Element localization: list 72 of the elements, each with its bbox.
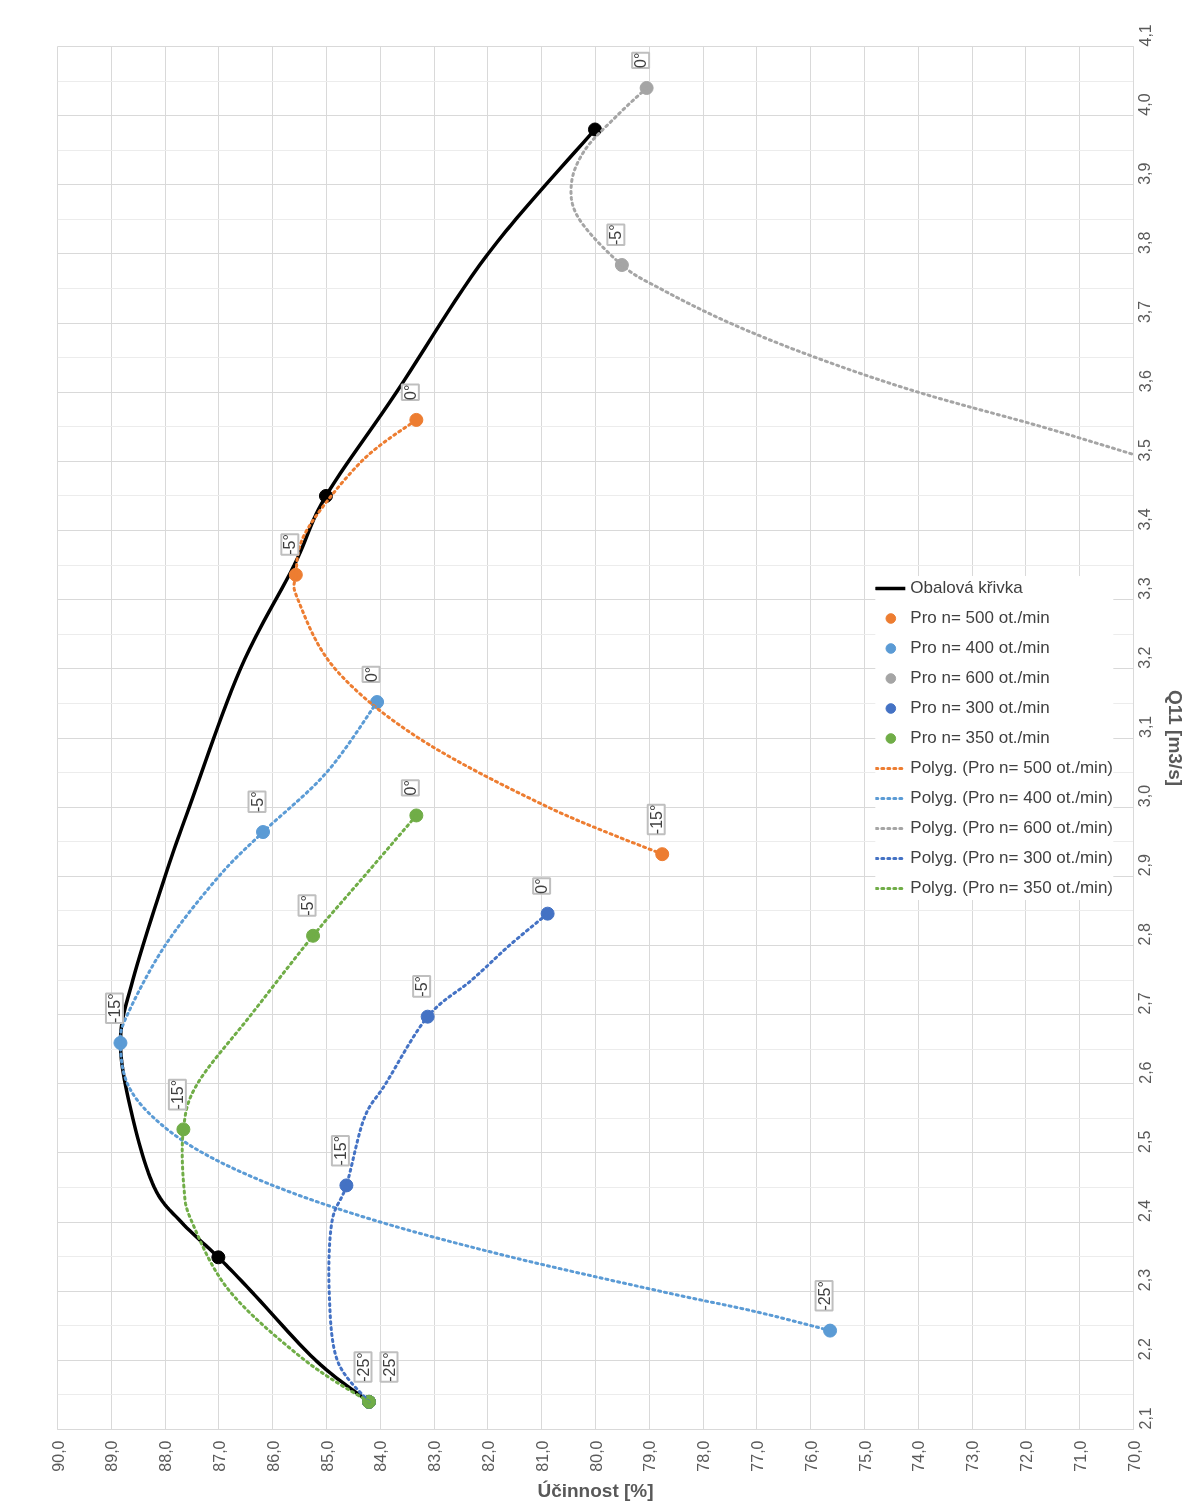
legend-label: Pro n= 300 ot./min	[910, 697, 1050, 718]
y-tick-label: 2,2	[1136, 1338, 1154, 1361]
y-tick-label: 4,1	[1136, 24, 1154, 47]
y-tick-label: 3,6	[1136, 369, 1154, 393]
y-tick-label: 3,5	[1136, 439, 1154, 462]
annotation: 0°	[401, 780, 419, 796]
y-tick-label: 3,1	[1136, 715, 1154, 738]
x-tick-label: 78,0	[695, 1440, 713, 1472]
y-tick-label: 2,5	[1136, 1130, 1154, 1153]
legend-label: Polyg. (Pro n= 500 ot./min)	[910, 757, 1113, 778]
x-axis-title: Účinnost [%]	[537, 1479, 654, 1501]
annotation: 0°	[401, 384, 419, 400]
x-tick-label: 90,0	[49, 1440, 67, 1472]
y-tick-label: 2,8	[1136, 923, 1154, 946]
y-tick-label: 3,2	[1136, 646, 1154, 669]
x-tick-label: 80,0	[587, 1440, 605, 1472]
x-tick-label: 72,0	[1017, 1440, 1035, 1472]
y-tick-label: 2,9	[1136, 853, 1154, 877]
legend-label: Obalová křivka	[910, 577, 1023, 598]
x-tick-label: 74,0	[910, 1440, 928, 1472]
y-tick-label: 2,3	[1136, 1268, 1154, 1292]
x-tick-label: 77,0	[748, 1440, 766, 1472]
y-tick-label: 2,6	[1136, 1061, 1154, 1084]
legend-label: Polyg. (Pro n= 300 ot./min)	[910, 847, 1113, 868]
x-tick-label: 76,0	[802, 1440, 820, 1472]
legend-label: Pro n= 500 ot./min	[910, 607, 1050, 628]
x-tick-label: 82,0	[479, 1440, 497, 1472]
y-tick-label: 3,0	[1136, 784, 1154, 808]
y-tick-label: 3,9	[1136, 162, 1154, 185]
annotation: -5°	[298, 895, 316, 916]
y-tick-label: 3,4	[1136, 508, 1154, 531]
annotation: -5°	[281, 534, 299, 555]
annotation: -5°	[413, 976, 431, 997]
x-tick-label: 85,0	[318, 1440, 336, 1472]
legend-label: Polyg. (Pro n= 600 ot./min)	[910, 817, 1113, 838]
y-tick-label: 2,7	[1136, 992, 1154, 1015]
x-tick-label: 71,0	[1071, 1440, 1089, 1472]
legend-label: Polyg. (Pro n= 350 ot./min)	[910, 877, 1113, 898]
annotation: 0°	[632, 52, 650, 68]
legend-label: Pro n= 350 ot./min	[910, 727, 1050, 748]
y-tick-label: 3,8	[1136, 231, 1154, 254]
annotation: -25°	[354, 1352, 372, 1382]
y-tick-label: 2,4	[1136, 1199, 1154, 1223]
x-tick-label: 86,0	[264, 1440, 282, 1472]
annotation: -25°	[380, 1352, 398, 1382]
x-tick-label: 81,0	[533, 1440, 551, 1472]
x-tick-label: 88,0	[157, 1440, 175, 1472]
annotation: -15°	[168, 1079, 186, 1110]
annotation: -15°	[331, 1135, 349, 1166]
x-tick-label: 73,0	[964, 1440, 982, 1472]
x-tick-label: 84,0	[372, 1440, 390, 1472]
annotation: -25°	[815, 1281, 833, 1311]
annotation: -15°	[105, 993, 123, 1023]
x-tick-label: 79,0	[641, 1440, 659, 1472]
legend-label: Pro n= 400 ot./min	[910, 637, 1050, 658]
annotation: -5°	[607, 224, 625, 246]
y-tick-label: 2,1	[1136, 1407, 1154, 1430]
y-tick-label: 4,0	[1136, 93, 1154, 116]
legend-label: Polyg. (Pro n= 400 ot./min)	[910, 787, 1113, 808]
x-tick-label: 83,0	[426, 1440, 444, 1472]
annotation: 0°	[533, 878, 551, 894]
x-tick-label: 75,0	[856, 1440, 874, 1472]
y-tick-label: 3,7	[1136, 300, 1154, 324]
x-tick-label: 70,0	[1125, 1440, 1143, 1472]
y-tick-label: 3,3	[1136, 577, 1154, 600]
x-tick-label: 87,0	[210, 1440, 228, 1472]
legend-label: Pro n= 600 ot./min	[910, 667, 1050, 688]
y-axis-title: Q11 [m3/s]	[1164, 689, 1186, 787]
annotation: 0°	[362, 666, 380, 683]
x-tick-label: 89,0	[103, 1440, 121, 1472]
annotation: -5°	[248, 791, 266, 813]
annotation: -15°	[647, 804, 665, 835]
